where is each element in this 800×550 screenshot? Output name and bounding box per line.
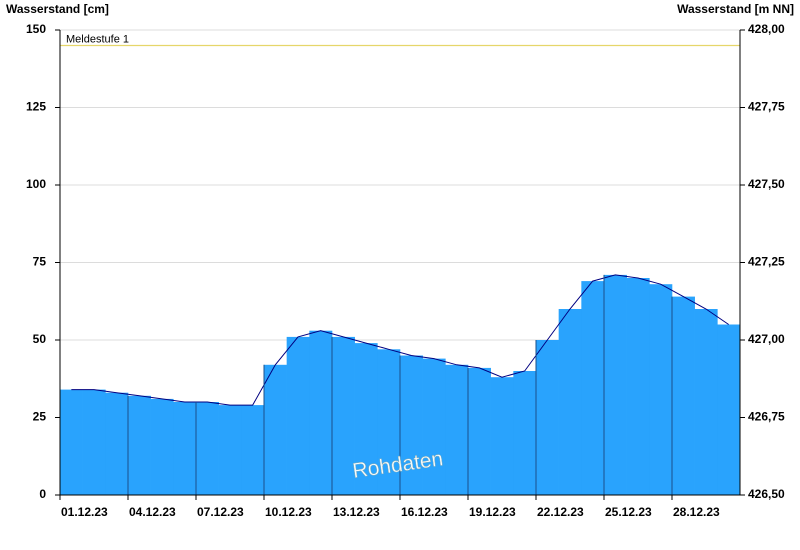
x-tick-label: 16.12.23 (401, 505, 448, 519)
area-segment (513, 371, 537, 495)
area-segment (626, 278, 650, 495)
area-segment (536, 340, 559, 495)
area-segment (105, 392, 129, 495)
area-segment (286, 336, 310, 495)
y2-tick-label: 427,25 (748, 255, 785, 269)
y-tick-label: 150 (26, 22, 46, 36)
area-segment (196, 402, 219, 495)
area-segment (60, 389, 83, 495)
area-segment (309, 330, 333, 495)
area-segment (604, 274, 627, 495)
y-tick-label: 125 (26, 100, 46, 114)
y2-tick-label: 428,00 (748, 22, 785, 36)
area-segment (128, 395, 151, 495)
area-segment (173, 402, 197, 495)
area-segment (377, 349, 401, 495)
area-segment (422, 358, 446, 495)
category-lines (127, 274, 673, 495)
x-tick-label: 13.12.23 (333, 505, 380, 519)
area-segment (445, 364, 469, 495)
area-segment (354, 343, 378, 495)
x-tick-label: 28.12.23 (673, 505, 720, 519)
area-segment (672, 296, 695, 495)
y-tick-label: 100 (26, 177, 46, 191)
y2-tick-label: 427,50 (748, 177, 785, 191)
x-tick-label: 04.12.23 (129, 505, 176, 519)
y2-tick-label: 427,00 (748, 332, 785, 346)
y-axis-title: Wasserstand [cm] (6, 2, 109, 16)
axes: 0 25 50 75 100 125 150 426,50 426,75 427,00 427,25… (26, 22, 785, 519)
x-tick-label: 22.12.23 (537, 505, 584, 519)
area-segment (649, 284, 673, 495)
area-segment (581, 281, 605, 495)
threshold-label: Meldestufe 1 (66, 33, 129, 45)
x-tick-label: 07.12.23 (197, 505, 244, 519)
area-segment (218, 405, 242, 495)
area-segment (694, 309, 718, 495)
area-segment (490, 377, 514, 495)
x-tick-label: 19.12.23 (469, 505, 516, 519)
area-segment (558, 309, 582, 495)
area-segment (332, 336, 355, 495)
area-segment (241, 405, 265, 495)
area-outline (71, 274, 729, 406)
y-tick-label: 25 (33, 410, 47, 424)
y-tick-label: 75 (33, 255, 47, 269)
y-tick-label: 50 (33, 332, 47, 346)
x-tick-label: 10.12.23 (265, 505, 312, 519)
y2-tick-label: 426,50 (748, 487, 785, 501)
y2-axis-title: Wasserstand [m NN] (677, 2, 794, 16)
area-segment (150, 398, 174, 495)
area-segment (400, 355, 423, 495)
x-tick-label: 25.12.23 (605, 505, 652, 519)
area-segment (82, 389, 106, 495)
x-tick-label: 01.12.23 (61, 505, 108, 519)
y2-tick-label: 427,75 (748, 100, 785, 114)
area-segment (264, 364, 287, 495)
area-segment (468, 367, 491, 495)
area-segment (717, 324, 741, 495)
y-tick-label: 0 (39, 487, 46, 501)
y2-tick-label: 426,75 (748, 410, 785, 424)
